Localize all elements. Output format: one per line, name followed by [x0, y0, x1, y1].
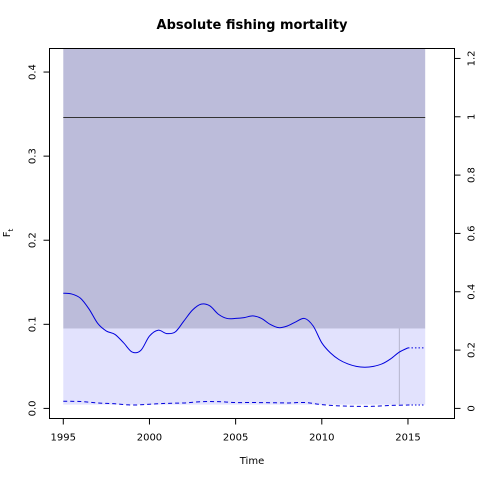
y-axis-label-main: F: [2, 231, 13, 237]
x-axis: 1995 2000 2005 2010 2015: [51, 418, 421, 444]
shaded-region-0: [63, 48, 426, 329]
y-tick-label-0.0: 0.0: [28, 400, 39, 416]
shaded-region-1: [63, 328, 426, 405]
y-axis-label: Ft: [2, 228, 15, 237]
y-axis-label-subscript: t: [7, 228, 15, 231]
x-tick-label-2005: 2005: [223, 433, 248, 444]
y-right-tick-label-0.8: 0.8: [467, 167, 478, 183]
shaded-regions: [63, 48, 426, 405]
x-tick-label-2010: 2010: [309, 433, 334, 444]
reference-line-layer: [63, 116, 426, 405]
series-line-2-dashed: [63, 400, 408, 407]
y-right-tick-label-0: 0: [467, 405, 478, 411]
x-tick-label-1995: 1995: [51, 433, 76, 444]
y-right-tick-label-0.6: 0.6: [467, 225, 478, 241]
y-tick-label-0.3: 0.3: [28, 148, 39, 164]
x-tick-label-2015: 2015: [395, 433, 420, 444]
y-tick-label-0.1: 0.1: [28, 316, 39, 332]
x-tick-label-2000: 2000: [137, 433, 162, 444]
y-tick-label-0.4: 0.4: [28, 64, 39, 80]
y-right-tick-label-0.2: 0.2: [467, 342, 478, 358]
svg-text:Ft: Ft: [2, 228, 15, 237]
y-tick-label-0.2: 0.2: [28, 232, 39, 248]
series-line-0-solid: [63, 292, 409, 368]
y-right-tick-label-1.2: 1.2: [467, 50, 478, 66]
x-axis-label: Time: [239, 456, 264, 467]
chart-title: Absolute fishing mortality: [157, 18, 348, 33]
y-axis-left: 0.0 0.1 0.2 0.3 0.4: [28, 64, 50, 416]
y-right-tick-label-0.4: 0.4: [467, 284, 478, 300]
series-layer: [63, 292, 426, 407]
y-right-tick-label-1: 1: [467, 114, 478, 120]
y-axis-right: 0 0.2 0.4 0.6 0.8 1 1.2: [454, 50, 478, 412]
